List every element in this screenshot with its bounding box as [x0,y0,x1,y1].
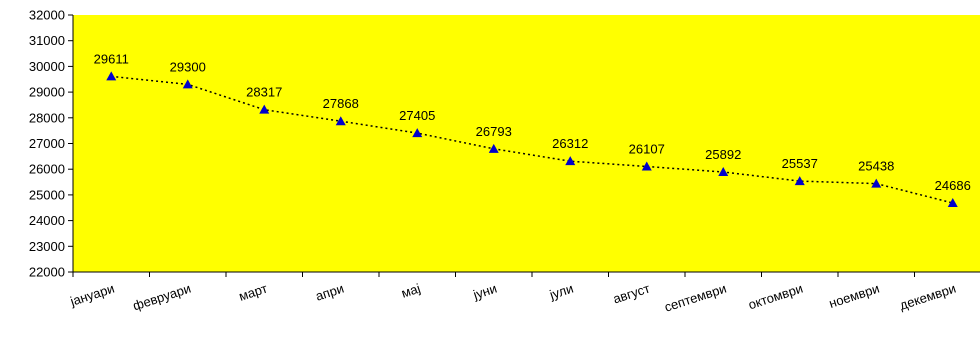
x-tick-label: декември [898,281,958,313]
data-point-marker [488,143,499,153]
data-value-label: 25537 [782,156,818,171]
y-tick-label: 26000 [29,162,65,177]
data-value-label: 25438 [858,159,894,174]
data-point-marker [565,156,576,166]
data-point-marker [718,166,729,176]
x-tick-label: август [611,281,652,307]
data-point-marker [641,161,652,171]
x-tick-label: ноември [827,281,881,311]
data-point-marker [335,116,346,126]
x-tick-label: септември [663,281,729,315]
x-tick-label: апри [314,281,346,304]
data-value-label: 27868 [323,96,359,111]
data-point-marker [182,79,193,89]
data-point-marker [259,104,270,114]
data-value-label: 26793 [476,124,512,139]
data-value-label: 29300 [170,59,206,74]
data-value-label: 29611 [94,51,129,66]
data-point-marker [106,71,117,81]
data-value-label: 28317 [246,85,282,100]
y-tick-label: 25000 [29,187,65,202]
y-tick-label: 32000 [29,8,65,23]
x-tick-label: јуни [470,281,498,303]
x-tick-label: јануари [67,281,116,310]
data-point-marker [947,197,958,207]
y-tick-label: 27000 [29,136,65,151]
y-tick-label: 29000 [29,85,65,100]
y-tick-label: 31000 [29,33,65,48]
data-labels: 29611 29300 28317 27868 27405 26793 26312 26107… [94,51,971,193]
data-point-marker [794,176,805,186]
x-axis: јануари февруари март апри мај јуни јули август… [67,271,980,315]
x-tick-label: мај [399,281,422,301]
y-tick-label: 22000 [29,265,65,280]
plot-area [73,15,980,272]
x-tick-label: март [237,281,269,304]
y-tick-label: 28000 [29,110,65,125]
y-axis: 22000 23000 24000 25000 26000 27000 28000 29000… [29,8,74,280]
data-point-marker [871,178,882,188]
x-tick-label: февруари [131,281,193,314]
y-tick-label: 23000 [29,239,65,254]
data-markers [106,71,958,207]
x-tick-label: јули [547,281,575,303]
data-point-marker [412,128,423,138]
data-value-label: 27405 [399,108,435,123]
data-value-label: 24686 [935,178,971,193]
x-tick-label: октомври [746,281,804,313]
data-value-label: 25892 [705,147,741,162]
data-value-label: 26107 [629,141,665,156]
data-value-label: 26312 [552,136,588,151]
series-line [111,75,953,204]
y-tick-label: 30000 [29,59,65,74]
y-tick-label: 24000 [29,213,65,228]
